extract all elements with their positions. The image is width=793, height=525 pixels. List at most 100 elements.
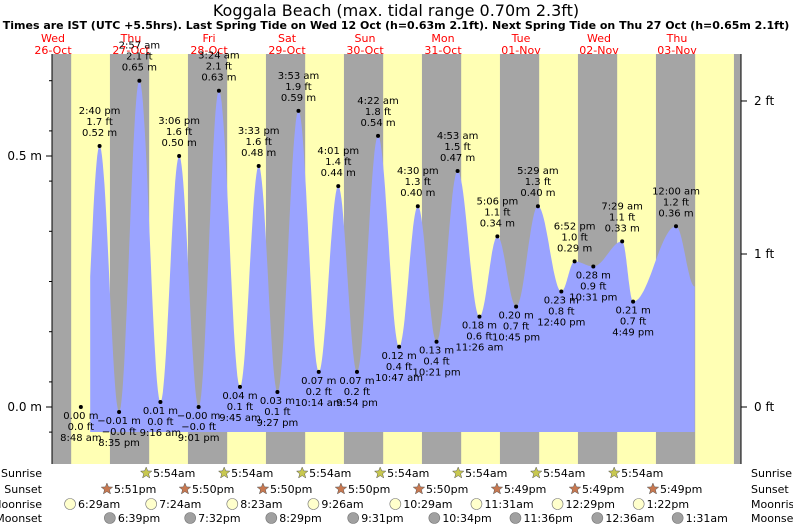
tide-point bbox=[158, 399, 163, 404]
day-date-label: 01-Nov bbox=[501, 44, 541, 57]
sunset-icon bbox=[256, 482, 270, 495]
sunrise-icon bbox=[451, 466, 465, 479]
tide-ft-label: 1.6 ft bbox=[246, 137, 272, 148]
day-date-label: 27-Oct bbox=[112, 44, 150, 57]
tide-time-label: 9:01 pm bbox=[178, 433, 220, 444]
moonset-time: 12:36am bbox=[605, 512, 654, 525]
tide-m-label: 0.03 m bbox=[260, 396, 295, 407]
tide-point bbox=[216, 88, 221, 93]
moonrise-time: 9:26am bbox=[321, 498, 363, 511]
tide-ft-label: 1.0 ft bbox=[561, 232, 587, 243]
moonrise-time: 1:22pm bbox=[647, 498, 689, 511]
moonrise-icon bbox=[226, 498, 239, 510]
moonset-time: 10:34pm bbox=[442, 512, 491, 525]
tide-point bbox=[674, 224, 678, 229]
tide-point bbox=[237, 384, 242, 389]
astro-rows: Sunrise Sunrise Sunset Sunset Moonrise Moonri… bbox=[0, 466, 793, 525]
tide-time-label: 8:35 pm bbox=[98, 438, 140, 449]
tide-ft-label: 0.0 ft bbox=[147, 417, 173, 428]
tide-time-label: 10:47 am bbox=[375, 373, 423, 384]
moonset-time: 6:39pm bbox=[118, 512, 160, 525]
tide-point bbox=[572, 259, 577, 264]
moonset-icon bbox=[428, 512, 441, 524]
sunrise-icon bbox=[139, 466, 153, 479]
tide-ft-label: 1.7 ft bbox=[86, 117, 112, 128]
sunrise-time: 5:54am bbox=[231, 467, 273, 480]
tide-ft-label: 0.4 ft bbox=[423, 357, 449, 368]
row-label-left: Sunrise bbox=[1, 467, 42, 480]
tide-time-label: 10:21 pm bbox=[412, 368, 460, 379]
tide-time-label: 4:01 pm bbox=[317, 146, 359, 157]
tide-ft-label: 1.8 ft bbox=[365, 107, 391, 118]
tide-point bbox=[477, 314, 482, 319]
tide-time-label: 10:31 pm bbox=[569, 292, 617, 303]
day-date-label: 29-Oct bbox=[268, 44, 306, 57]
tide-time-label: 9:27 pm bbox=[257, 418, 299, 429]
tide-point bbox=[275, 389, 280, 394]
moonset-time: 11:36pm bbox=[523, 512, 572, 525]
sunset-time: 5:49pm bbox=[582, 483, 624, 496]
row-label-right: Moonset bbox=[751, 512, 793, 525]
tide-m-label: 0.52 m bbox=[82, 128, 117, 139]
tide-point bbox=[514, 304, 519, 309]
row-label-left: Moonrise bbox=[0, 498, 42, 511]
tide-ft-label: 0.1 ft bbox=[264, 407, 290, 418]
sunrise-time: 5:54am bbox=[465, 467, 507, 480]
tide-area-path bbox=[90, 80, 695, 432]
tide-time-label: 4:49 pm bbox=[612, 328, 654, 339]
day-name-label: Sat bbox=[278, 32, 297, 45]
tide-point bbox=[354, 369, 359, 374]
tide-ft-label: 0.9 ft bbox=[580, 281, 606, 292]
tide-m-label: 0.23 m bbox=[544, 296, 579, 307]
sunset-icon bbox=[646, 482, 660, 495]
tide-m-label: 0.33 m bbox=[605, 223, 640, 234]
tide-point bbox=[415, 204, 420, 209]
sunrise-time: 5:54am bbox=[309, 467, 351, 480]
day-date-label: 03-Nov bbox=[657, 44, 697, 57]
tide-area bbox=[90, 80, 695, 432]
tide-ft-label: −0.0 ft bbox=[102, 427, 137, 438]
moonrise-icon bbox=[470, 498, 483, 510]
moonrise-icon bbox=[389, 498, 402, 510]
right-axis-tick-label: 2 ft bbox=[754, 94, 774, 108]
sunrise-time: 5:54am bbox=[387, 467, 429, 480]
day-date-label: 30-Oct bbox=[346, 44, 384, 57]
moonrise-time: 6:29am bbox=[78, 498, 120, 511]
sunrise-icon bbox=[373, 466, 387, 479]
tide-m-label: 0.07 m bbox=[301, 376, 336, 387]
moonrise-icon bbox=[307, 498, 320, 510]
tide-time-label: 9:45 am bbox=[219, 413, 261, 424]
moonset-icon bbox=[509, 512, 522, 524]
sunrise-icon bbox=[607, 466, 621, 479]
tide-m-label: 0.18 m bbox=[462, 321, 497, 332]
day-date-label: 31-Oct bbox=[424, 44, 462, 57]
tide-m-label: −0.01 m bbox=[97, 416, 141, 427]
tide-ft-label: 0.7 ft bbox=[620, 317, 646, 328]
tide-point bbox=[196, 405, 201, 409]
sunrise-icon bbox=[295, 466, 309, 479]
tide-m-label: 0.34 m bbox=[480, 218, 515, 229]
row-label-left: Sunset bbox=[4, 483, 42, 496]
tide-m-label: 0.13 m bbox=[419, 346, 454, 357]
tide-time-label: 9:16 am bbox=[140, 428, 182, 439]
tide-m-label: 0.54 m bbox=[360, 118, 395, 129]
tide-m-label: 0.20 m bbox=[499, 311, 534, 322]
tide-ft-label: 0.6 ft bbox=[466, 332, 492, 343]
tide-point bbox=[434, 339, 439, 344]
sunset-time: 5:50pm bbox=[192, 483, 234, 496]
tide-time-label: 3:06 pm bbox=[158, 116, 200, 127]
day-name-label: Thu bbox=[120, 32, 142, 45]
sunrise-icon bbox=[529, 466, 543, 479]
sunrise-time: 5:54am bbox=[153, 467, 195, 480]
moonset-icon bbox=[671, 512, 684, 524]
row-label-left: Moonset bbox=[0, 512, 43, 525]
tide-ft-label: 2.1 ft bbox=[206, 62, 232, 73]
tide-ft-label: 1.6 ft bbox=[166, 127, 192, 138]
day-date-label: 28-Oct bbox=[190, 44, 228, 57]
row-label-right: Sunrise bbox=[751, 467, 792, 480]
tide-ft-label: 1.2 ft bbox=[663, 197, 689, 208]
tide-point bbox=[296, 108, 301, 113]
left-axis-tick-label: 0.5 m bbox=[7, 149, 42, 163]
tide-point bbox=[535, 204, 540, 209]
